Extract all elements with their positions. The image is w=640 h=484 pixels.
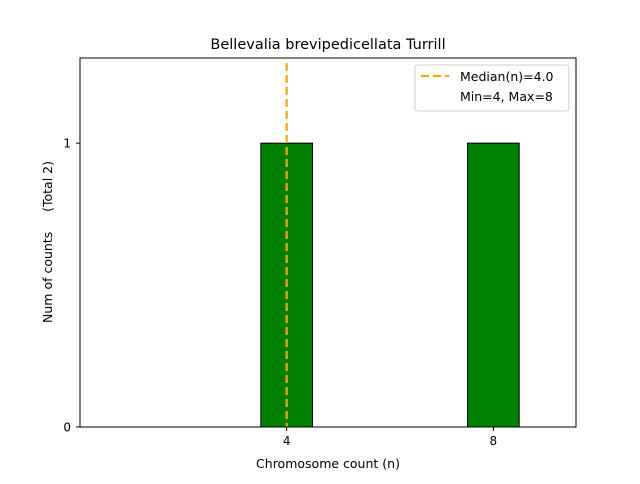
legend: Median(n)=4.0 Min=4, Max=8 <box>414 64 570 112</box>
y-tick-label: 0 <box>63 421 71 435</box>
legend-entry-median: Median(n)=4.0 <box>460 69 554 84</box>
legend-entry-minmax: Min=4, Max=8 <box>460 89 553 104</box>
y-tick-label: 1 <box>63 137 71 151</box>
legend-box <box>414 64 570 112</box>
x-tick-label: 8 <box>490 434 498 448</box>
chart-title: Bellevalia brevipedicellata Turrill <box>210 37 445 53</box>
x-tick-label: 4 <box>283 434 291 448</box>
axes-frame <box>79 57 577 428</box>
bar-8 <box>467 142 520 428</box>
y-axis-label: Num of counts (Total 2) <box>40 161 55 323</box>
x-axis-label: Chromosome count (n) <box>256 456 400 471</box>
